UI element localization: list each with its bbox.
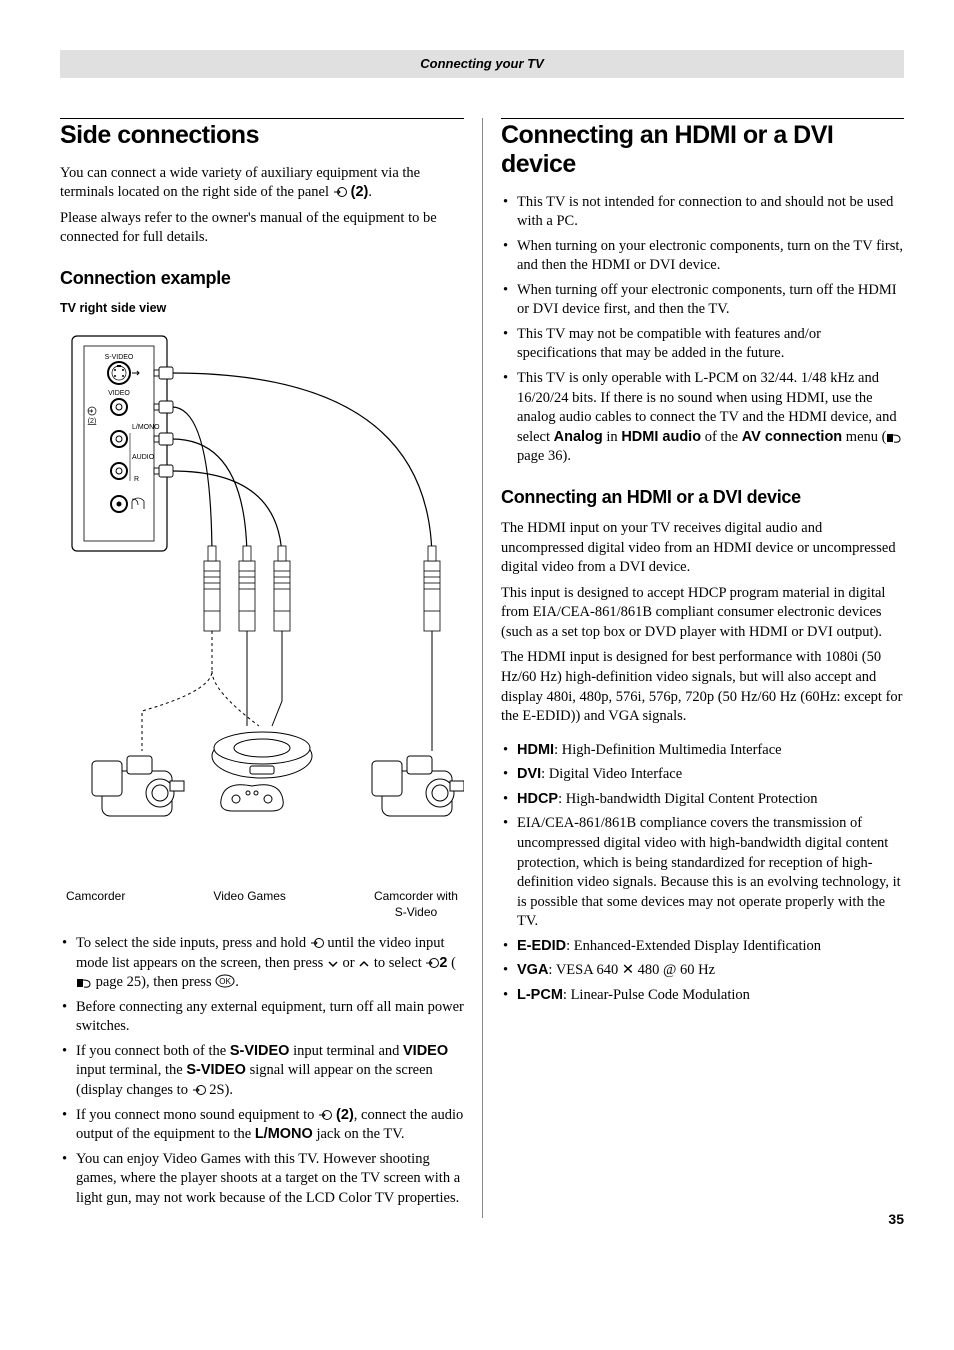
hdmi-p3: The HDMI input is designed for best perf… [501, 648, 904, 726]
def-eedid: E-EDID: Enhanced-Extended Display Identi… [501, 937, 904, 957]
caption-videogames: Video Games [213, 888, 286, 920]
definitions-list: HDMI: High-Definition Multimedia Interfa… [501, 741, 904, 1006]
reference-icon [886, 432, 902, 444]
up-arrow-icon [358, 959, 370, 969]
hdmi-p2: This input is designed to accept HDCP pr… [501, 584, 904, 643]
intro-para-1: You can connect a wide variety of auxili… [60, 164, 464, 203]
bullet-svideo: If you connect both of the S-VIDEO input… [60, 1042, 464, 1101]
side-connections-heading: Side connections [60, 118, 464, 150]
svg-text:VIDEO: VIDEO [108, 390, 130, 397]
hdmi-notes-list: This TV is not intended for connection t… [501, 193, 904, 467]
input-icon [310, 937, 324, 949]
hdmi-p1: The HDMI input on your TV receives digit… [501, 519, 904, 578]
caption-camcorder-svideo: Camcorder withS-Video [374, 888, 458, 920]
note-compat: This TV may not be compatible with featu… [501, 325, 904, 364]
note-pc: This TV is not intended for connection t… [501, 193, 904, 232]
svg-text:(2): (2) [88, 418, 97, 425]
input-icon [333, 186, 347, 198]
down-arrow-icon [327, 959, 339, 969]
svg-text:OK: OK [219, 977, 231, 986]
tv-right-side-label: TV right side view [60, 300, 464, 317]
hdmi-heading: Connecting an HDMI or a DVI device [501, 118, 904, 179]
note-lpcm: This TV is only operable with L-PCM on 3… [501, 369, 904, 467]
input-icon [192, 1084, 206, 1096]
def-lpcm: L-PCM: Linear-Pulse Code Modulation [501, 986, 904, 1006]
svg-text:S-VIDEO: S-VIDEO [105, 354, 134, 361]
page-header: Connecting your TV [60, 50, 904, 78]
connection-example-heading: Connection example [60, 266, 464, 290]
def-vga: VGA: VESA 640 ✕ 480 @ 60 Hz [501, 961, 904, 981]
reference-icon [76, 977, 92, 989]
caption-camcorder: Camcorder [66, 888, 125, 920]
ok-icon: OK [215, 974, 235, 988]
diagram-captions: Camcorder Video Games Camcorder withS-Vi… [60, 888, 464, 920]
page-number: 35 [888, 1210, 904, 1229]
bullet-power-off: Before connecting any external equipment… [60, 998, 464, 1037]
input-icon [425, 957, 439, 969]
svg-text:AUDIO: AUDIO [132, 454, 155, 461]
right-column: Connecting an HDMI or a DVI device This … [482, 118, 904, 1218]
bullet-mono: If you connect mono sound equipment to (… [60, 1106, 464, 1145]
connection-diagram: S-VIDEO VIDEO (2) L/MONO [60, 331, 464, 871]
bullet-games: You can enjoy Video Games with this TV. … [60, 1150, 464, 1209]
def-hdmi: HDMI: High-Definition Multimedia Interfa… [501, 741, 904, 761]
def-dvi: DVI: Digital Video Interface [501, 765, 904, 785]
note-turn-on: When turning on your electronic componen… [501, 237, 904, 276]
hdmi-subheading: Connecting an HDMI or a DVI device [501, 485, 904, 509]
def-hdcp: HDCP: High-bandwidth Digital Content Pro… [501, 790, 904, 810]
svg-text:L/MONO: L/MONO [132, 424, 160, 431]
def-eia: EIA/CEA-861/861B compliance covers the t… [501, 814, 904, 931]
header-title: Connecting your TV [420, 55, 544, 73]
left-bullet-list: To select the side inputs, press and hol… [60, 934, 464, 1208]
note-turn-off: When turning off your electronic compone… [501, 281, 904, 320]
left-column: Side connections You can connect a wide … [60, 118, 482, 1218]
intro-para-2: Please always refer to the owner's manua… [60, 209, 464, 248]
svg-text:R: R [134, 476, 139, 483]
input-icon [318, 1109, 332, 1121]
bullet-select-inputs: To select the side inputs, press and hol… [60, 934, 464, 993]
